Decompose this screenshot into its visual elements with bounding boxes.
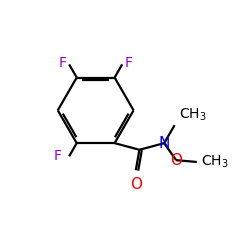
Text: N: N (158, 136, 170, 151)
Text: F: F (124, 56, 132, 70)
Text: F: F (59, 56, 67, 70)
Text: O: O (170, 153, 182, 168)
Text: F: F (54, 149, 62, 163)
Text: O: O (130, 177, 142, 192)
Text: CH$_3$: CH$_3$ (179, 107, 206, 123)
Text: CH$_3$: CH$_3$ (201, 154, 229, 170)
